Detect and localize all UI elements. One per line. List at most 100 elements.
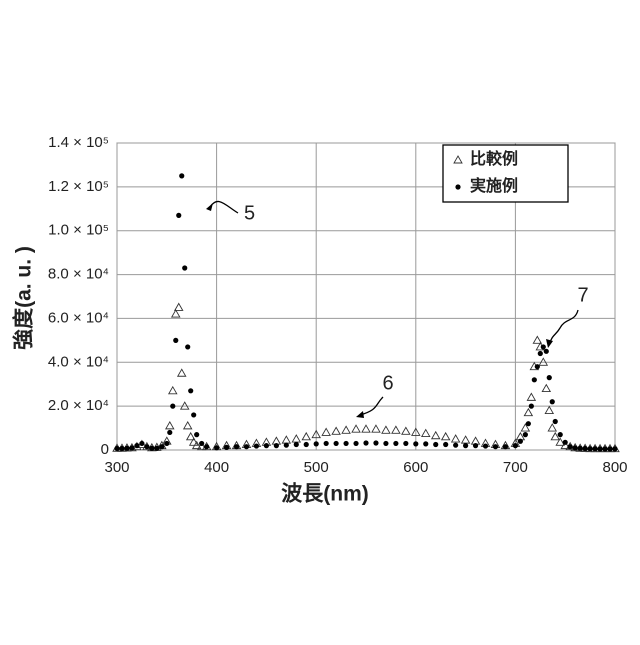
dot-marker [199, 441, 204, 446]
dot-marker [578, 446, 583, 451]
dot-marker [453, 443, 458, 448]
dot-marker [274, 443, 279, 448]
dot-marker [588, 446, 593, 451]
legend-marker [455, 184, 460, 189]
dot-marker [167, 430, 172, 435]
dot-marker [463, 443, 468, 448]
dot-marker [179, 173, 184, 178]
dot-marker [583, 446, 588, 451]
y-tick-label: 0 [101, 441, 109, 458]
dot-marker [563, 440, 568, 445]
dot-marker [473, 443, 478, 448]
dot-marker [304, 442, 309, 447]
chart: 波長(nm) 強度(a. u. ) 5 6 7 比較例実施例 0 2.0 × 10… [0, 0, 640, 640]
x-tick-label: 500 [304, 459, 329, 476]
dot-marker [538, 351, 543, 356]
dot-marker [383, 441, 388, 446]
dot-marker [185, 344, 190, 349]
dot-marker [597, 446, 602, 451]
x-tick-label: 300 [104, 459, 129, 476]
dot-marker [532, 377, 537, 382]
dot-marker [214, 445, 219, 450]
dot-marker [173, 338, 178, 343]
dot-marker [134, 443, 139, 448]
dot-marker [529, 404, 534, 409]
dot-marker [423, 441, 428, 446]
dot-marker [493, 444, 498, 449]
dot-marker [314, 441, 319, 446]
dot-marker [224, 445, 229, 450]
y-tick-label: 1.0 × 10⁵ [48, 222, 109, 239]
dot-marker [119, 446, 124, 451]
dot-marker [264, 443, 269, 448]
x-tick-label: 600 [403, 459, 428, 476]
dot-marker [244, 444, 249, 449]
dot-marker [294, 442, 299, 447]
dot-marker [547, 375, 552, 380]
dot-marker [149, 446, 154, 451]
dot-marker [191, 412, 196, 417]
dot-marker [568, 444, 573, 449]
dot-marker [114, 446, 119, 451]
y-tick-label: 4.0 × 10⁴ [48, 353, 109, 370]
dot-marker [353, 441, 358, 446]
dot-marker [553, 419, 558, 424]
dot-marker [139, 441, 144, 446]
dot-marker [373, 440, 378, 445]
dot-marker [513, 443, 518, 448]
dot-marker [413, 441, 418, 446]
dot-marker [154, 446, 159, 451]
annotation: 6 [382, 372, 393, 394]
dot-marker [124, 446, 129, 451]
dot-marker [443, 442, 448, 447]
dot-marker [612, 446, 617, 451]
y-tick-label: 2.0 × 10⁴ [48, 397, 109, 414]
dot-marker [558, 432, 563, 437]
dot-marker [363, 440, 368, 445]
dot-marker [526, 421, 531, 426]
x-tick-label: 700 [503, 459, 528, 476]
dot-marker [544, 349, 549, 354]
dot-marker [194, 432, 199, 437]
dot-marker [159, 444, 164, 449]
dot-marker [523, 432, 528, 437]
dot-marker [254, 443, 259, 448]
legend: 比較例実施例 [443, 145, 568, 202]
dot-marker [144, 444, 149, 449]
y-tick-label: 8.0 × 10⁴ [48, 266, 109, 283]
annotation: 5 [244, 202, 255, 224]
y-tick-label: 1.2 × 10⁵ [48, 178, 109, 195]
dot-marker [164, 441, 169, 446]
x-axis-label: 波長(nm) [281, 482, 369, 506]
y-axis-label: 強度(a. u. ) [12, 246, 36, 350]
dot-marker [324, 441, 329, 446]
dot-marker [535, 364, 540, 369]
dot-marker [503, 444, 508, 449]
y-tick-label: 1.4 × 10⁵ [48, 134, 109, 151]
dot-marker [129, 445, 134, 450]
dot-marker [518, 439, 523, 444]
dot-marker [541, 344, 546, 349]
dot-marker [176, 213, 181, 218]
dot-marker [284, 443, 289, 448]
dot-marker [393, 441, 398, 446]
dot-marker [592, 446, 597, 451]
dot-marker [602, 446, 607, 451]
dot-marker [343, 441, 348, 446]
dot-marker [403, 441, 408, 446]
dot-marker [483, 443, 488, 448]
dot-marker [234, 444, 239, 449]
legend-label: 比較例 [470, 149, 518, 168]
dot-marker [182, 265, 187, 270]
dot-marker [170, 404, 175, 409]
dot-marker [334, 441, 339, 446]
y-tick-label: 6.0 × 10⁴ [48, 309, 109, 326]
x-tick-label: 400 [204, 459, 229, 476]
dot-marker [188, 388, 193, 393]
annotation: 7 [577, 284, 588, 306]
dot-marker [433, 442, 438, 447]
legend-label: 実施例 [470, 176, 518, 195]
dot-marker [204, 444, 209, 449]
dot-marker [550, 399, 555, 404]
dot-marker [607, 446, 612, 451]
